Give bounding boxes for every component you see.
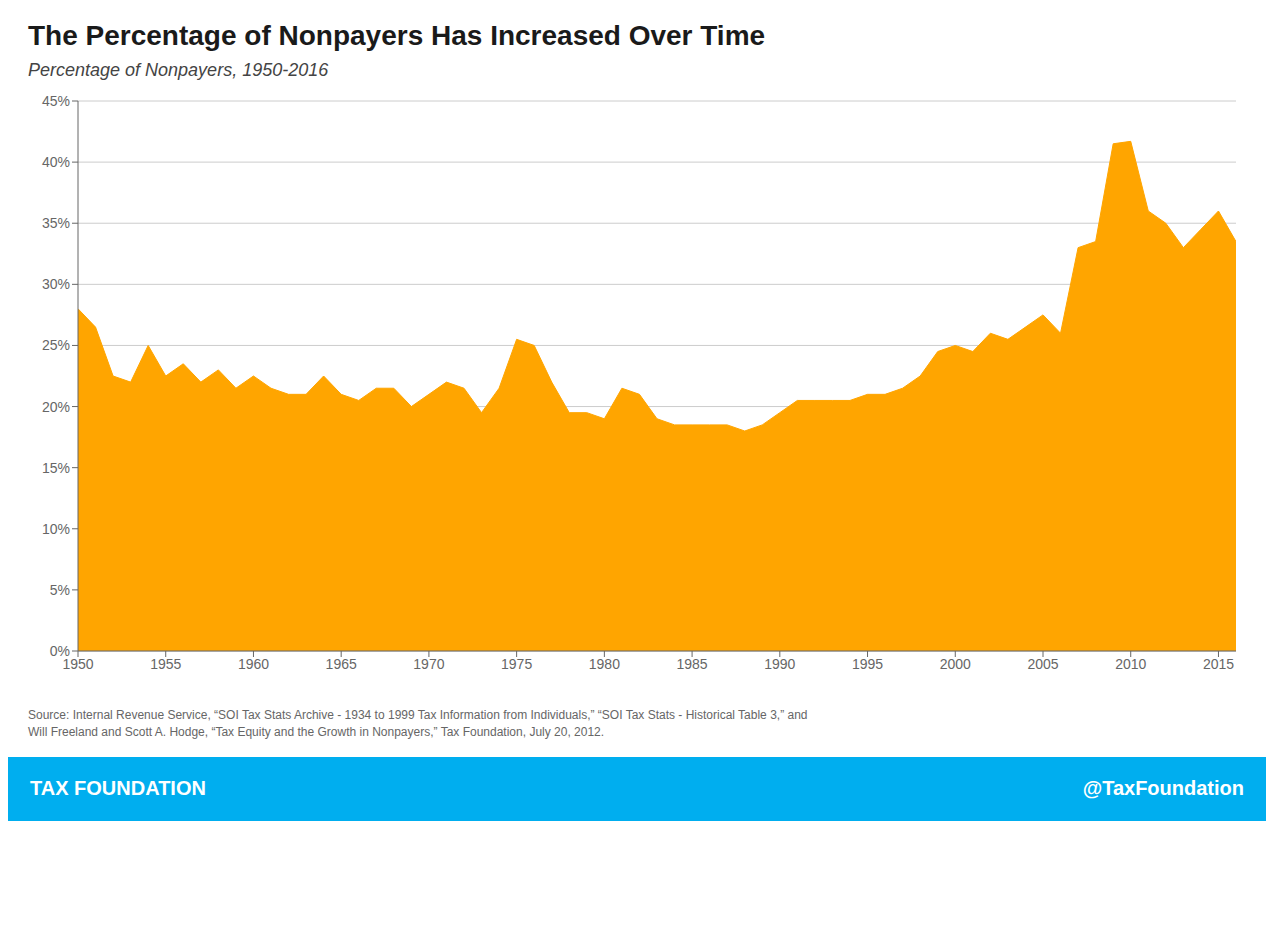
svg-text:30%: 30% [42, 276, 70, 292]
html-text:@TaxFoundation: @TaxFoundation [1082, 777, 1244, 800]
svg-text:20%: 20% [42, 399, 70, 415]
svg-text:1975: 1975 [501, 656, 532, 672]
svg-text:2015: 2015 [1203, 656, 1234, 672]
html-text:Percentage of Nonpayers, 1950-: Percentage of Nonpayers, 1950-2016 [28, 60, 329, 80]
svg-text:1955: 1955 [150, 656, 181, 672]
svg-text:1970: 1970 [413, 656, 444, 672]
svg-text:40%: 40% [42, 154, 70, 170]
svg-text:1980: 1980 [589, 656, 620, 672]
svg-text:35%: 35% [42, 215, 70, 231]
html-text:The Percentage of Nonpayers Ha: The Percentage of Nonpayers Has Increase… [28, 20, 766, 51]
svg-text:2005: 2005 [1027, 656, 1058, 672]
svg-text:2000: 2000 [940, 656, 971, 672]
svg-text:2010: 2010 [1115, 656, 1146, 672]
svg-text:0%: 0% [50, 643, 70, 659]
svg-text:1995: 1995 [852, 656, 883, 672]
svg-text:15%: 15% [42, 460, 70, 476]
svg-text:10%: 10% [42, 521, 70, 537]
html-text:Source: Internal Revenue Servi: Source: Internal Revenue Service, “SOI T… [28, 708, 808, 739]
svg-text:1960: 1960 [238, 656, 269, 672]
svg-text:1990: 1990 [764, 656, 795, 672]
svg-text:1950: 1950 [62, 655, 94, 672]
svg-text:1985: 1985 [677, 656, 708, 672]
html-text:TAX FOUNDATION: TAX FOUNDATION [30, 777, 206, 800]
svg-text:5%: 5% [50, 582, 70, 598]
svg-text:25%: 25% [42, 337, 70, 353]
svg-text:45%: 45% [42, 93, 70, 109]
svg-text:1965: 1965 [326, 656, 357, 672]
